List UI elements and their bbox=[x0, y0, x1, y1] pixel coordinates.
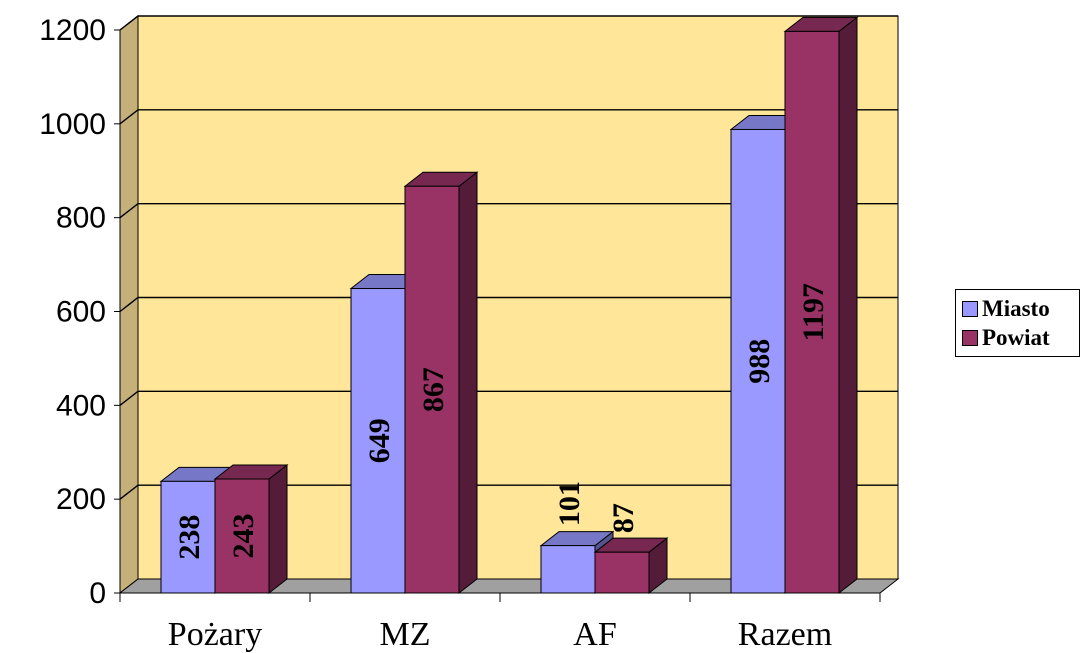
bar bbox=[404, 185, 460, 594]
y-tick-label: 1200 bbox=[39, 14, 106, 47]
y-tick-label: 200 bbox=[56, 483, 106, 516]
y-tick-label: 800 bbox=[56, 202, 106, 235]
data-label: 867 bbox=[417, 367, 450, 412]
x-tick-label: AF bbox=[573, 616, 616, 653]
y-tick-label: 600 bbox=[56, 296, 106, 329]
chart-bars bbox=[159, 16, 859, 595]
gridline bbox=[119, 109, 898, 125]
legend-swatch-miasto bbox=[962, 300, 978, 317]
bar bbox=[730, 128, 786, 594]
data-label: 87 bbox=[607, 503, 640, 533]
chart-axes: 0 200 400 600 800 1000 1200 Pożary MZ AF Razem bbox=[39, 14, 881, 653]
bar-side bbox=[458, 171, 478, 595]
bar bbox=[160, 480, 216, 594]
gridline bbox=[119, 15, 898, 31]
y-tick-label: 400 bbox=[56, 389, 106, 422]
chart-labels: 238 243 649 867 101 87 988 1197 bbox=[173, 283, 830, 560]
legend-label-powiat: Powiat bbox=[982, 324, 1050, 350]
chart-gridlines bbox=[119, 15, 898, 500]
gridline bbox=[119, 296, 898, 313]
y-tick-label: 1000 bbox=[39, 108, 106, 141]
gridline bbox=[119, 390, 898, 406]
legend-label-miasto: Miasto bbox=[982, 295, 1050, 321]
x-tick-label: Razem bbox=[738, 616, 832, 653]
bar bbox=[784, 30, 840, 594]
gridline bbox=[119, 202, 898, 219]
legend-swatch-powiat bbox=[962, 329, 978, 346]
data-label: 101 bbox=[553, 481, 586, 526]
x-tick-label: MZ bbox=[380, 616, 431, 653]
bar bbox=[350, 288, 406, 594]
bar-side bbox=[268, 463, 288, 595]
bar-side bbox=[838, 16, 858, 595]
bar bbox=[540, 545, 596, 594]
data-label: 238 bbox=[173, 515, 206, 560]
data-label: 1197 bbox=[797, 283, 830, 341]
bar bbox=[594, 551, 650, 594]
legend-item-miasto: Miasto bbox=[962, 294, 1075, 323]
data-label: 243 bbox=[227, 513, 260, 558]
y-tick-label: 0 bbox=[89, 577, 106, 610]
legend-item-powiat: Powiat bbox=[962, 323, 1075, 352]
data-label: 649 bbox=[363, 418, 396, 463]
data-label: 988 bbox=[743, 339, 776, 384]
gridline bbox=[119, 484, 898, 500]
bar bbox=[214, 478, 270, 594]
x-tick-label: Pożary bbox=[168, 616, 262, 653]
chart-legend: Miasto Powiat bbox=[955, 289, 1080, 357]
